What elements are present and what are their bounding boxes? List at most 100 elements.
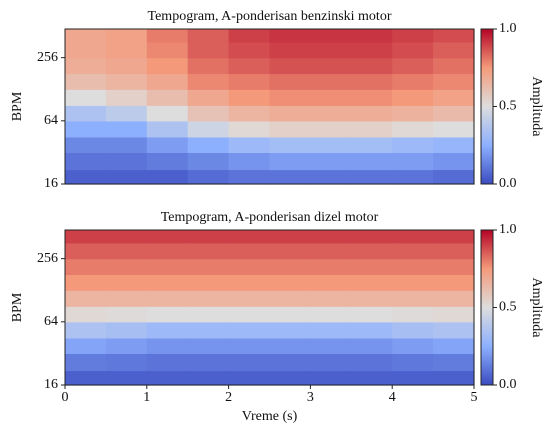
- heat-cell: [65, 136, 107, 154]
- heat-cell: [105, 73, 148, 90]
- y-tick-label: 16: [44, 377, 58, 392]
- y-tick-label: 256: [37, 251, 58, 266]
- heat-cell: [351, 29, 393, 43]
- heat-cell: [310, 258, 352, 276]
- heat-cell: [269, 274, 311, 291]
- heat-cell: [187, 337, 230, 355]
- heat-cell: [310, 89, 352, 106]
- heat-cell: [392, 321, 434, 339]
- heat-cell: [351, 370, 393, 386]
- heat-cell: [146, 120, 189, 138]
- heat-cell: [228, 169, 271, 185]
- heat-cell: [392, 290, 434, 307]
- heat-cell: [269, 306, 311, 323]
- heat-cell: [351, 306, 393, 323]
- heat-cell: [392, 105, 434, 122]
- heat-cell: [187, 169, 230, 185]
- heat-cell: [65, 353, 107, 372]
- heat-cell: [433, 105, 475, 122]
- heat-cell: [310, 337, 352, 355]
- heat-cell: [351, 258, 393, 276]
- heat-cell: [187, 152, 230, 171]
- heat-cell: [228, 29, 271, 43]
- heat-cell: [310, 152, 352, 171]
- heat-cell: [269, 89, 311, 106]
- heat-cell: [146, 242, 189, 260]
- heat-cell: [392, 120, 434, 138]
- heat-cell: [105, 258, 148, 276]
- heat-cell: [392, 274, 434, 291]
- heat-cell: [105, 242, 148, 260]
- heat-cell: [146, 370, 189, 386]
- heat-cell: [228, 120, 271, 138]
- heat-cell: [187, 290, 230, 307]
- heat-cell: [392, 57, 434, 75]
- heat-cell: [105, 152, 148, 171]
- heat-cell: [310, 230, 352, 244]
- heat-cell: [269, 152, 311, 171]
- y-tick-label: 16: [44, 176, 58, 191]
- y-tick-label: 256: [37, 50, 58, 65]
- heat-cell: [433, 258, 475, 276]
- heat-cell: [433, 89, 475, 106]
- heat-cell: [310, 169, 352, 185]
- heat-cell: [392, 258, 434, 276]
- heat-cell: [187, 306, 230, 323]
- heat-cell: [228, 230, 271, 244]
- heat-cell: [228, 73, 271, 90]
- heat-cell: [146, 89, 189, 106]
- heat-cell: [65, 306, 107, 323]
- heat-cell: [392, 73, 434, 90]
- heat-cell: [228, 274, 271, 291]
- heat-cell: [351, 57, 393, 75]
- heat-cell: [65, 258, 107, 276]
- plot-frame: [64, 229, 475, 386]
- colorbar-tick-label: 1.0: [499, 222, 517, 237]
- heat-cell: [187, 230, 230, 244]
- heat-cell: [228, 57, 271, 75]
- heat-cell: [65, 370, 107, 386]
- heat-cell: [65, 73, 107, 90]
- heat-cell: [351, 120, 393, 138]
- heat-cell: [65, 290, 107, 307]
- chart-title: Tempogram, A-ponderisan benzinski motor: [148, 9, 392, 24]
- heat-cell: [105, 321, 148, 339]
- heat-cell: [105, 120, 148, 138]
- heat-cell: [310, 120, 352, 138]
- heat-cell: [433, 337, 475, 355]
- heat-cell: [269, 120, 311, 138]
- heat-cell: [433, 353, 475, 372]
- heat-cell: [310, 29, 352, 43]
- heat-cell: [310, 290, 352, 307]
- heat-cell: [228, 337, 271, 355]
- heat-cell: [433, 321, 475, 339]
- heat-cell: [228, 290, 271, 307]
- heat-cell: [269, 290, 311, 307]
- heat-cell: [433, 306, 475, 323]
- heat-cell: [105, 290, 148, 307]
- heat-cell: [146, 321, 189, 339]
- heat-cell: [187, 274, 230, 291]
- heat-cell: [351, 290, 393, 307]
- heat-cell: [228, 321, 271, 339]
- heat-cell: [146, 57, 189, 75]
- heat-cell: [187, 353, 230, 372]
- heat-cell: [433, 57, 475, 75]
- heat-cell: [392, 242, 434, 260]
- heat-cell: [351, 152, 393, 171]
- heat-cell: [351, 136, 393, 154]
- heat-cell: [105, 57, 148, 75]
- heat-cell: [146, 290, 189, 307]
- heat-cell: [351, 41, 393, 59]
- heat-cell: [146, 306, 189, 323]
- heat-cell: [269, 353, 311, 372]
- heat-cell: [65, 242, 107, 260]
- heat-cell: [65, 105, 107, 122]
- heat-cell: [146, 73, 189, 90]
- heat-cell: [187, 258, 230, 276]
- heat-cell: [228, 258, 271, 276]
- heat-cell: [310, 73, 352, 90]
- heat-cell: [351, 73, 393, 90]
- heat-cell: [65, 169, 107, 185]
- heat-cell: [146, 169, 189, 185]
